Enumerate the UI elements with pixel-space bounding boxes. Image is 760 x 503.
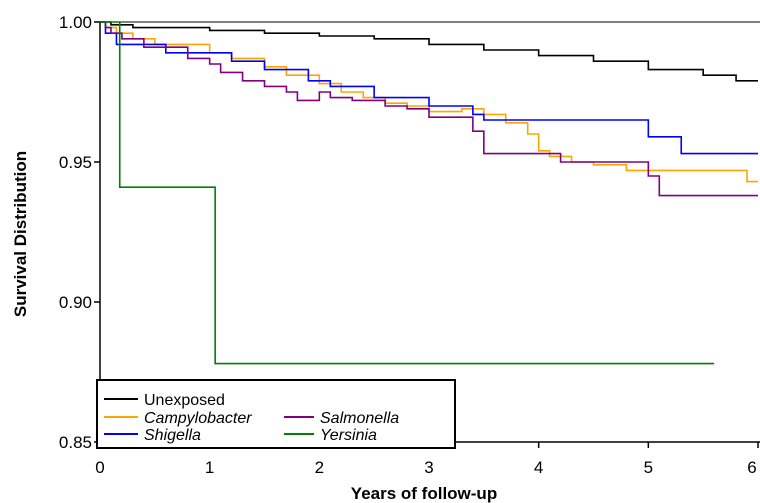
- y-tick-label: 0.85: [59, 433, 92, 452]
- series-line-salmonella: [100, 21, 758, 197]
- y-tick-label: 0.90: [59, 293, 92, 312]
- series-line-shigella: [100, 21, 758, 155]
- x-tick-label: 1: [205, 458, 214, 477]
- x-tick-label: 2: [315, 458, 324, 477]
- x-tick-label: 6: [747, 458, 756, 477]
- legend-label-campylobacter: Campylobacter: [144, 410, 252, 427]
- y-axis-title: Survival Distribution: [11, 151, 30, 317]
- series-line-unexposed: [100, 21, 758, 82]
- x-tick-label: 4: [534, 458, 543, 477]
- x-tick-label: 5: [644, 458, 653, 477]
- y-tick-label: 1.00: [59, 13, 92, 32]
- x-tick-label: 3: [424, 458, 433, 477]
- series-line-yersinia: [100, 21, 715, 365]
- legend-label-salmonella: Salmonella: [320, 410, 399, 427]
- legend-label-shigella: Shigella: [144, 427, 201, 444]
- x-axis-title: Years of follow-up: [351, 484, 497, 503]
- legend-label-unexposed: Unexposed: [144, 392, 225, 409]
- survival-curves: [100, 21, 758, 365]
- y-tick-label: 0.95: [59, 153, 92, 172]
- x-tick-label: 0: [95, 458, 104, 477]
- legend-box: [96, 379, 456, 449]
- legend: Unexposed Campylobacter Salmonella Shige…: [96, 379, 456, 449]
- legend-label-yersinia: Yersinia: [320, 427, 377, 444]
